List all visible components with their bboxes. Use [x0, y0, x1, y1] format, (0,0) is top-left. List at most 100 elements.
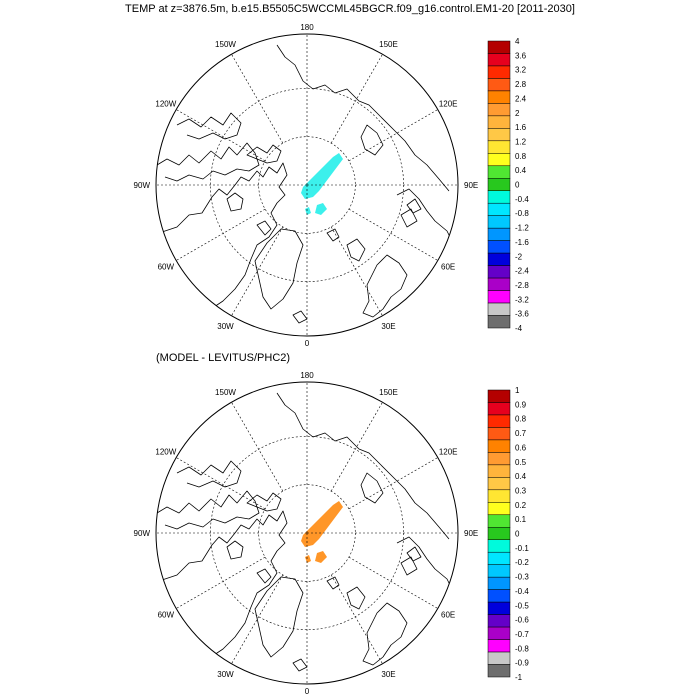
colorbar-swatch-2	[487, 414, 511, 428]
lon-label-60e: 60E	[441, 263, 455, 272]
data-field-patch-1	[315, 551, 327, 563]
colorbar-label-15: -0.5	[515, 601, 529, 610]
colorbar-label-17: -2.8	[515, 281, 529, 290]
colorbar-swatch-9	[487, 153, 511, 167]
lon-label-60e: 60E	[441, 611, 455, 620]
coastline-3	[246, 144, 282, 164]
colorbar-label-4: 0.6	[515, 443, 527, 452]
colorbar-label-11: -0.4	[515, 195, 529, 204]
meridian-60	[348, 109, 438, 162]
lon-label-30e: 30E	[381, 322, 395, 331]
meridian-120	[348, 556, 438, 609]
data-field-group	[301, 501, 343, 563]
lon-label-0: 0	[305, 339, 310, 348]
colorbar-swatch-5	[487, 452, 511, 466]
coastline-9	[396, 536, 454, 592]
colorbar-label-18: -0.8	[515, 644, 529, 653]
colorbar-swatch-22	[487, 315, 511, 329]
coastline-6	[254, 228, 304, 310]
coastline-7	[276, 392, 450, 540]
colorbar-label-5: 2	[515, 109, 520, 118]
coastline-7	[276, 44, 450, 192]
lon-label-150e: 150E	[379, 40, 398, 49]
colorbar-label-6: 1.6	[515, 123, 527, 132]
colorbar-label-10: 0	[515, 181, 520, 190]
data-field-patch-2	[305, 555, 311, 563]
data-field-patch-2	[305, 207, 311, 215]
colorbar-swatch-15	[487, 576, 511, 590]
colorbar-label-10: 0	[515, 530, 520, 539]
coastline-3	[246, 492, 282, 512]
colorbar-swatch-22	[487, 664, 511, 678]
colorbar-swatch-18	[487, 614, 511, 628]
colorbar-label-5: 0.5	[515, 458, 527, 467]
colorbar-label-15: -2	[515, 252, 523, 261]
colorbar-label-16: -0.6	[515, 616, 529, 625]
lon-label-30w: 30W	[217, 670, 234, 679]
colorbar-swatch-16	[487, 240, 511, 254]
coastline-4	[226, 540, 244, 560]
lon-label-120e: 120E	[439, 100, 458, 109]
colorbar-label-7: 1.2	[515, 137, 527, 146]
colorbar-swatch-19	[487, 277, 511, 291]
colorbar-swatch-7	[487, 477, 511, 491]
coastline-2	[176, 460, 242, 488]
coastline-12	[362, 602, 408, 666]
colorbar-swatch-17	[487, 252, 511, 266]
lon-label-150w: 150W	[215, 40, 236, 49]
coastline-11	[346, 586, 366, 610]
colorbar-swatch-20	[487, 639, 511, 653]
meridian-300	[176, 109, 266, 162]
colorbar-label-13: -0.3	[515, 573, 529, 582]
colorbar-label-11: -0.1	[515, 544, 529, 553]
meridian-300	[176, 457, 266, 510]
coastline-0	[158, 510, 288, 658]
colorbar-swatch-3	[487, 427, 511, 441]
lon-label-0: 0	[305, 687, 310, 696]
colorbar-label-12: -0.8	[515, 209, 529, 218]
coastline-15	[292, 658, 308, 672]
meridian-120	[348, 208, 438, 261]
colorbar-swatch-6	[487, 115, 511, 129]
landmass-group	[156, 392, 454, 672]
coastline-1	[156, 142, 260, 182]
meridian-150	[330, 226, 383, 316]
top-map-panel: 180 150E 120E 90E 60E 30E 0 30W 60W 90W 120W 150W 4 3…	[134, 23, 530, 348]
lon-label-60w: 60W	[158, 263, 175, 272]
data-field-patch-0	[301, 501, 343, 547]
coastline-13	[326, 576, 340, 590]
coastline-6	[254, 576, 304, 658]
data-field-patch-0	[301, 153, 343, 199]
meridian-330	[231, 402, 284, 492]
colorbar-label-20: -4	[515, 324, 523, 333]
colorbar-swatch-13	[487, 551, 511, 565]
colorbar-label-19: -0.9	[515, 659, 529, 668]
colorbar-label-13: -1.2	[515, 224, 529, 233]
colorbar-swatch-16	[487, 589, 511, 603]
coastline-10	[400, 208, 418, 228]
colorbar-label-2: 3.2	[515, 66, 527, 75]
colorbar-swatch-4	[487, 90, 511, 104]
lon-label-150e: 150E	[379, 388, 398, 397]
chart-title: TEMP at z=3876.5m, b.e15.B5505C5WCCML45B…	[125, 3, 575, 15]
colorbar-swatch-5	[487, 103, 511, 117]
colorbar-swatch-21	[487, 651, 511, 665]
colorbar-swatch-15	[487, 227, 511, 241]
lon-label-150w: 150W	[215, 388, 236, 397]
data-field-patch-1	[315, 203, 327, 215]
colorbar-swatch-7	[487, 128, 511, 142]
colorbar-label-14: -1.6	[515, 238, 529, 247]
lon-label-30w: 30W	[217, 322, 234, 331]
coastline-0	[158, 162, 288, 310]
colorbar-label-6: 0.4	[515, 472, 527, 481]
colorbar-swatch-14	[487, 564, 511, 578]
colorbar-swatch-1	[487, 402, 511, 416]
coastline-5	[256, 568, 272, 584]
colorbar-swatch-21	[487, 302, 511, 316]
lon-label-90e: 90E	[464, 529, 478, 538]
colorbar-swatch-6	[487, 464, 511, 478]
colorbar-swatch-1	[487, 53, 511, 67]
colorbar-swatch-9	[487, 502, 511, 516]
colorbar-label-12: -0.2	[515, 558, 529, 567]
